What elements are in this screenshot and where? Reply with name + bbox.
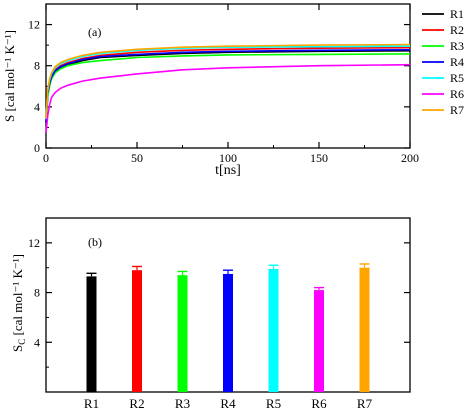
category-label-r6: R6 — [311, 396, 327, 411]
category-label-r3: R3 — [175, 396, 190, 411]
panel-b-bars — [86, 263, 370, 392]
panel-a-x-axis-label: t[ns] — [215, 163, 241, 178]
panel-a-label: (a) — [88, 25, 101, 39]
panel-b-y-axis-label-units: [cal mol⁻¹ K⁻¹] — [10, 254, 25, 339]
category-label-r7: R7 — [357, 396, 373, 411]
series-line-r3 — [45, 53, 411, 122]
series-line-r1 — [45, 50, 411, 123]
bar-r6 — [314, 290, 324, 392]
category-label-r5: R5 — [266, 396, 281, 411]
panel-a-y-tick-label: 8 — [34, 59, 40, 73]
bar-r1 — [86, 276, 97, 392]
panel-b-ticks: 4 8 12 R1 R2 R3 R4 R5 R6 R7 — [28, 236, 410, 411]
panel-b-y-tick-label: 4 — [34, 335, 40, 349]
panel-a-y-axis-label: S [cal mol⁻¹ K⁻¹] — [2, 30, 17, 122]
panel-a-ticks: 0 50 100 150 200 0 4 8 12 — [28, 4, 419, 165]
bar-r2 — [132, 270, 142, 392]
panel-b-y-tick-label: 8 — [34, 286, 40, 300]
series-line-r2 — [45, 46, 411, 121]
panel-a-x-tick-label: 150 — [310, 151, 328, 165]
panel-a-series-lines — [45, 43, 411, 133]
panel-b-y-tick-label: 12 — [28, 236, 40, 250]
legend-label-r7: R7 — [450, 103, 464, 117]
panel-a-y-tick-label: 12 — [28, 18, 40, 32]
panel-b-y-axis-label: SC [cal mol⁻¹ K⁻¹] — [10, 254, 27, 352]
legend-label-r4: R4 — [450, 55, 464, 69]
series-line-r6 — [45, 63, 411, 133]
panel-a-legend: R1 R2 R3 R4 R5 R6 R7 — [422, 7, 464, 117]
panel-a-line-chart: 0 50 100 150 200 0 4 8 12 (a) t[ns] S [cal mol⁻¹… — [2, 3, 464, 178]
category-label-r1: R1 — [84, 396, 99, 411]
series-line-r7 — [45, 43, 411, 119]
category-label-r2: R2 — [129, 396, 144, 411]
category-label-r4: R4 — [220, 396, 236, 411]
panel-b-bar-chart: 4 8 12 R1 R2 R3 R4 R5 R6 R7 (b) SC [cal mol⁻¹ K⁻¹… — [10, 217, 411, 411]
panel-a-x-tick-label: 0 — [43, 151, 49, 165]
legend-label-r3: R3 — [450, 39, 464, 53]
bar-r3 — [177, 275, 188, 392]
bar-r5 — [268, 268, 279, 392]
panel-b-label: (b) — [88, 235, 102, 249]
legend-label-r5: R5 — [450, 71, 464, 85]
panel-a-x-tick-label: 200 — [401, 151, 419, 165]
panel-a-x-tick-label: 100 — [219, 151, 237, 165]
panel-b-y-axis-label-subscript: C — [17, 339, 27, 345]
panel-b-y-axis-label-main: S — [10, 345, 25, 352]
panel-a-x-tick-label: 50 — [131, 151, 143, 165]
bar-r7 — [359, 267, 370, 392]
legend-label-r2: R2 — [450, 23, 464, 37]
panel-a-y-tick-label: 0 — [34, 141, 40, 155]
legend-label-r1: R1 — [450, 7, 464, 21]
bar-r4 — [223, 273, 233, 392]
legend-label-r6: R6 — [450, 87, 464, 101]
panel-a-y-tick-label: 4 — [34, 100, 40, 114]
